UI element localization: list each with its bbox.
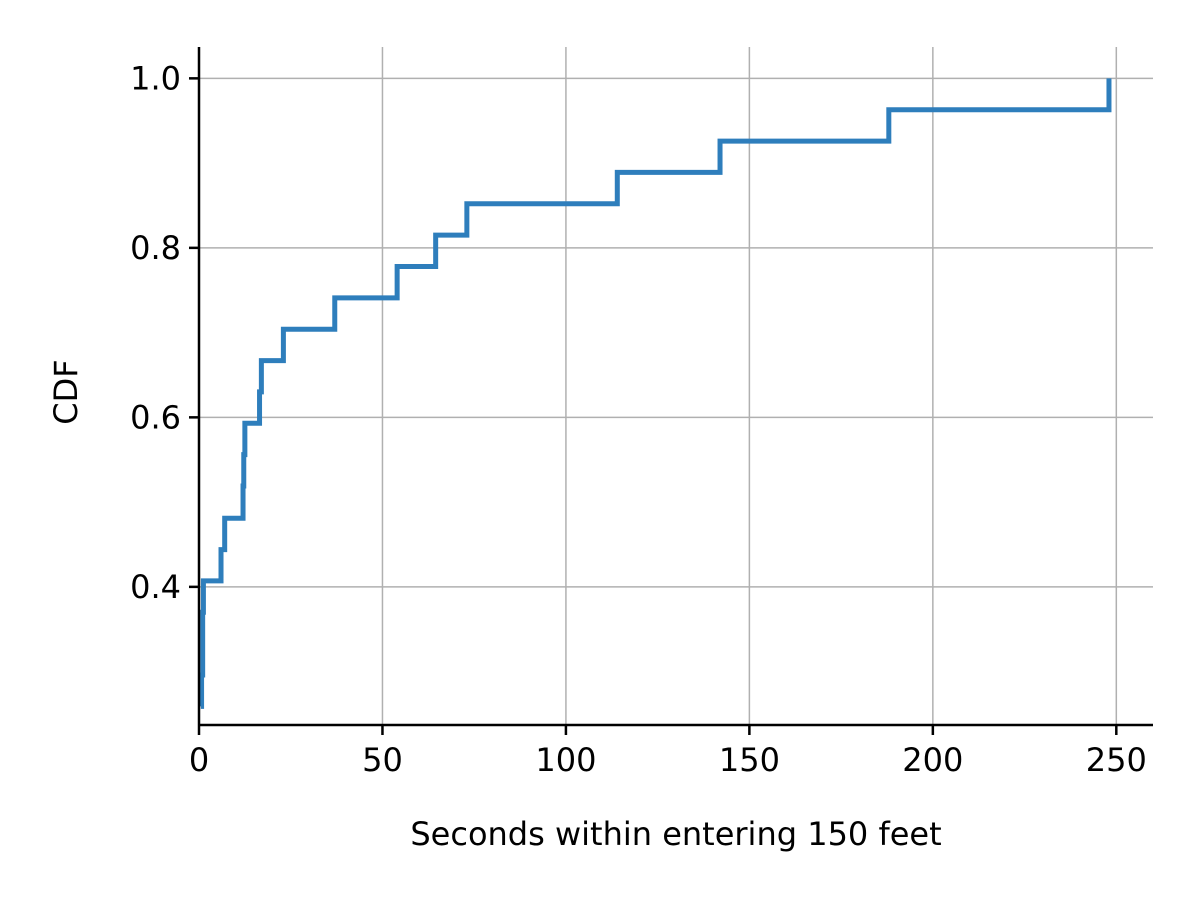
x-tick-label: 250: [1086, 741, 1147, 779]
y-tick-label: 0.8: [130, 229, 181, 267]
x-tick-label: 50: [362, 741, 403, 779]
axes-layer: [197, 47, 1153, 727]
x-tick-label: 200: [902, 741, 963, 779]
y-axis-title: CDF: [47, 359, 85, 424]
series-layer: [199, 78, 1112, 709]
x-tick-label: 0: [189, 741, 209, 779]
y-tick-label: 0.6: [130, 398, 181, 436]
x-tick-label: 150: [719, 741, 780, 779]
y-tick-label: 1.0: [130, 59, 181, 97]
y-tick-label: 0.4: [130, 568, 181, 606]
x-axis-title: Seconds within entering 150 feet: [410, 815, 941, 853]
x-tick-label: 100: [535, 741, 596, 779]
cdf-step-line: [199, 78, 1112, 709]
grid-layer: [198, 47, 1153, 725]
tick-layer: 0 50 100 150 200 250 0.4 0.6 0.8 1.0: [130, 59, 1147, 779]
